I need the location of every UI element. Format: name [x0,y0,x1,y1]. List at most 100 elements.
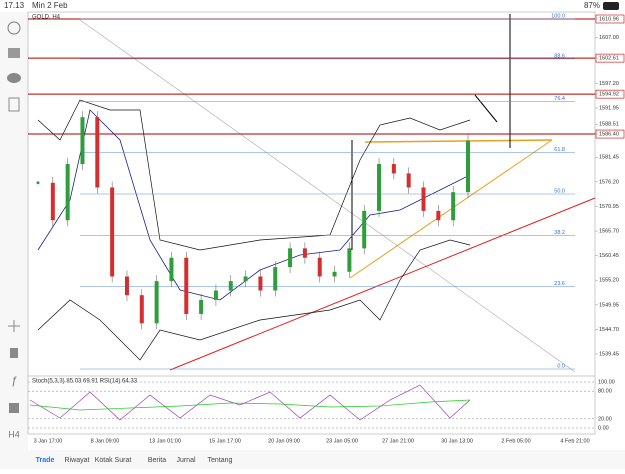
date-label: 27 Jan 21:00 [382,438,414,444]
indicator-tick-label: 0.00 [598,425,609,431]
candle [50,182,55,221]
trend-line [364,139,553,143]
candle [243,276,248,282]
price-label: 1565.70 [599,228,619,234]
bollinger-lower [37,239,471,361]
price-label: 1594.92 [599,92,619,98]
tool-icon[interactable] [8,97,20,112]
fib-label: 23.6 [554,281,565,287]
candle [65,164,70,221]
candle [80,117,85,165]
date-label: 2 Feb 05:00 [501,438,530,444]
price-label: 1581.45 [599,155,619,161]
fib-label: 76.4 [554,96,565,102]
tool-icon[interactable] [7,21,21,35]
price-label: 1576.20 [599,179,619,185]
price-label: 1549.95 [599,302,619,308]
price-label: 1588.51 [599,122,619,128]
candle [451,192,456,221]
candle [317,257,322,277]
fib-label: 61.8 [554,147,565,153]
candle [228,281,233,291]
date-label: 4 Feb 21:00 [560,438,589,444]
date-label: 3 Jan 17:00 [34,438,63,444]
candle [273,267,278,291]
battery-icon [603,2,619,10]
toolbar [0,12,28,450]
date-label: 15 Jan 17:00 [209,438,241,444]
candle [199,299,204,314]
trend-line [79,19,576,373]
tab[interactable]: Tentang [208,457,233,464]
price-label: 1602.61 [599,56,619,62]
price-label: 1539.45 [599,351,619,357]
candle [139,295,144,324]
chart-title: GOLD, H4 [32,15,61,21]
tab[interactable]: Riwayat [65,457,90,464]
candle [288,248,293,268]
moving-average [37,109,471,301]
fib-label: 100.0 [551,13,565,19]
candle [332,271,337,277]
candle [466,140,470,193]
tab[interactable]: Trade [36,457,55,464]
candle [184,257,189,314]
trend-line [169,197,596,371]
timeframe-button[interactable]: H4 [8,429,20,439]
tool-icon[interactable] [10,348,18,358]
arrow [474,94,498,123]
status-date: Min 2 Feb [32,1,68,10]
candle [213,290,218,300]
indicator-label: Stoch(5,3,3) 85.03 69.91 RSI(14) 64.33 [32,379,138,385]
status-time: 17.13 [4,1,25,10]
tool-icon[interactable] [8,48,20,58]
tab[interactable]: Kotak Surat [95,457,132,464]
date-label: 13 Jan 01:00 [149,438,181,444]
price-label: 1544.70 [599,327,619,333]
tab[interactable]: Jurnal [176,457,196,464]
date-label: 20 Jan 09:00 [268,438,300,444]
fib-label: 38.2 [554,230,565,236]
price-label: 1591.95 [599,106,619,112]
price-label: 1570.95 [599,204,619,210]
price-label: 1586.40 [599,132,619,138]
candle [406,173,411,188]
price-label: 1607.00 [599,35,619,41]
rsi-line [29,399,471,411]
candle [421,187,426,211]
tab[interactable]: Berita [148,457,166,464]
date-label: 23 Jan 05:00 [326,438,358,444]
price-label: 1560.45 [599,253,619,259]
indicator-tick-label: 100.00 [598,379,615,385]
indicator-tick-label: 80.00 [598,389,612,395]
candle [362,210,367,249]
candle [95,117,100,188]
trend-line [349,139,553,279]
fib-label: 50.0 [554,188,565,194]
price-label: 1555.20 [599,278,619,284]
candle [258,276,263,291]
stoch-line [29,384,471,421]
candle [347,248,352,272]
price-label: 1610.96 [599,16,619,22]
candle [391,164,396,174]
date-label: 30 Jan 13:00 [441,438,473,444]
chart-frame [27,11,596,435]
tab-bar [0,450,625,469]
candle [302,248,307,258]
fib-label: 0.0 [557,363,565,369]
candle [110,187,115,277]
candle [154,281,159,324]
indicator-tick-label: 20.00 [598,416,612,422]
tool-icon[interactable] [7,73,21,83]
status-battery: 87% [584,1,600,10]
price-label: 1597.20 [599,81,619,87]
candle [377,164,382,211]
candle [124,276,129,296]
candle [169,257,174,282]
tool-icon[interactable] [9,403,19,413]
tool-icon[interactable]: ƒ [11,375,17,387]
